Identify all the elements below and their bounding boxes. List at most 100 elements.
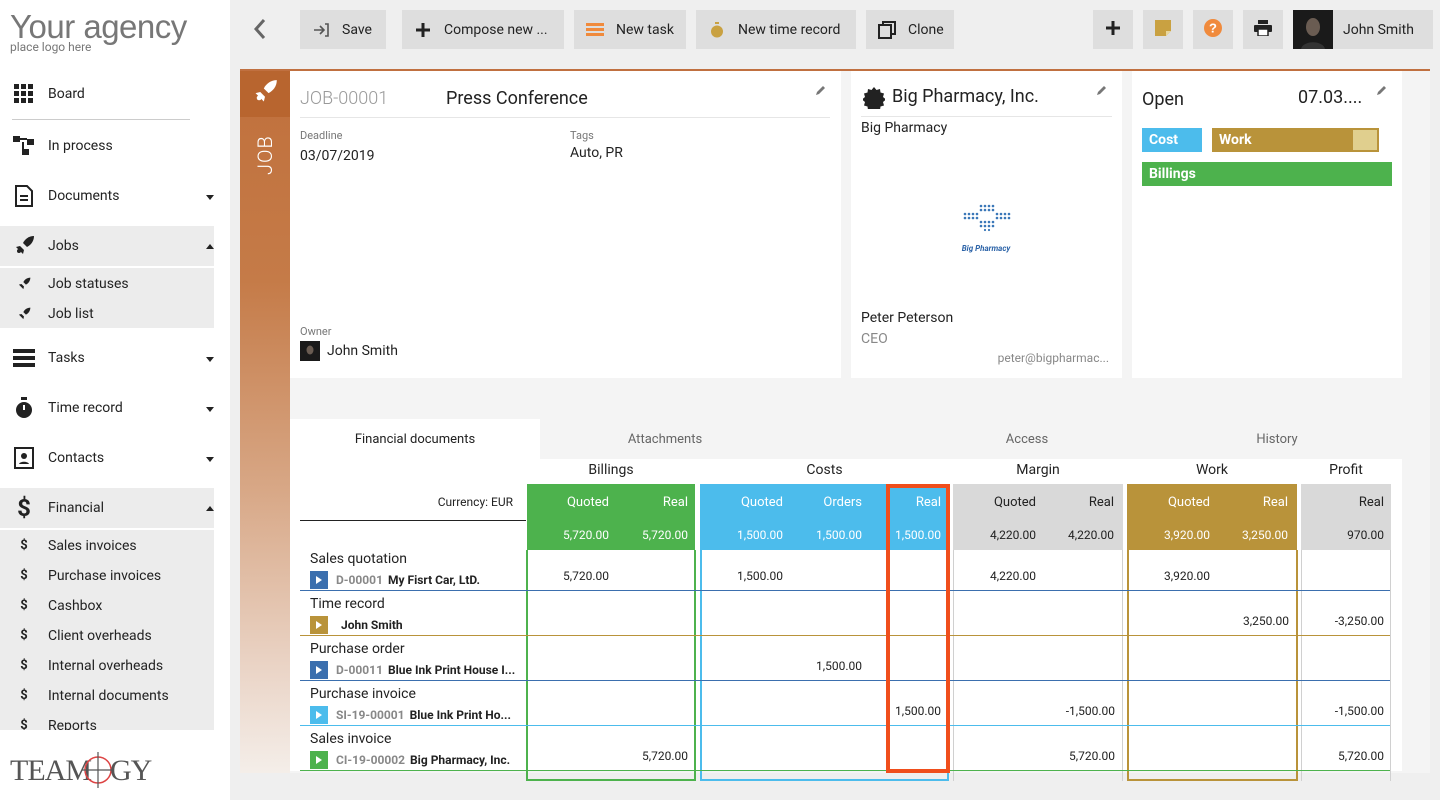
header-cell[interactable]: Quoted (740, 494, 783, 510)
header-cell[interactable]: Orders (823, 494, 862, 510)
new-time-record-button[interactable]: New time record (696, 10, 856, 49)
financial-submenu: $ Sales invoices $ Purchase invoices $ Cash… (0, 530, 214, 730)
logo-subtext: place logo here (10, 40, 92, 54)
client-name[interactable]: Big Pharmacy, Inc. (892, 86, 1039, 107)
nav-cashbox[interactable]: $ Cashbox (0, 591, 214, 621)
nav-label: Job list (48, 306, 94, 322)
dollar-icon: $ (20, 688, 28, 703)
nav-tasks[interactable]: Tasks (0, 338, 214, 378)
clone-button[interactable]: Clone (866, 10, 954, 49)
cost-bar[interactable]: Cost (1142, 128, 1202, 152)
nav-time-record[interactable]: Time record (0, 388, 214, 428)
header-cell[interactable]: Real (1358, 494, 1384, 510)
nav-label: Jobs (48, 238, 79, 254)
nav-documents[interactable]: Documents (0, 176, 214, 216)
edit-pencil-icon[interactable] (815, 84, 829, 98)
row-document-link[interactable]: D-00011 Blue Ink Print House I... (310, 661, 515, 679)
group-profit: Profit (1329, 462, 1363, 478)
header-profit: Real (1301, 484, 1391, 520)
svg-text:GY: GY (110, 754, 152, 787)
nav-jobs[interactable]: Jobs (0, 226, 214, 266)
contact-role: CEO (861, 331, 888, 347)
group-billings: Billings (588, 462, 634, 478)
nav-financial[interactable]: $ Financial (0, 488, 214, 528)
billings-bar[interactable]: Billings (1142, 162, 1392, 186)
divider (300, 117, 830, 118)
user-menu[interactable]: John Smith (1293, 10, 1433, 49)
dollar-icon: $ (20, 568, 28, 583)
printer-icon (1254, 19, 1272, 40)
tab-history[interactable]: History (1256, 431, 1298, 447)
owner-value[interactable]: John Smith (327, 343, 398, 359)
contact-email[interactable]: peter@bigpharmac... (997, 351, 1109, 365)
row-divider (300, 725, 1390, 726)
add-button[interactable] (1093, 10, 1133, 49)
button-label: New task (616, 21, 674, 38)
job-number: JOB-00001 (300, 88, 389, 109)
edit-pencil-icon[interactable] (1376, 84, 1390, 98)
row-document-link[interactable]: SI-19-00001 Blue Ink Print Ho... (310, 706, 511, 724)
contacts-icon (12, 446, 36, 470)
table-cell: 1,500.00 (895, 704, 941, 718)
play-icon (310, 571, 328, 589)
table-cell: 3,920.00 (1164, 569, 1210, 583)
job-card: JOB-00001 Press Conference Deadline 03/0… (290, 71, 841, 378)
header-cell[interactable]: Real (915, 494, 941, 510)
nav-client-overheads[interactable]: $ Client overheads (0, 621, 214, 651)
nav-board[interactable]: Board (0, 74, 214, 114)
row-document-link[interactable]: John Smith (310, 616, 403, 634)
header-cell[interactable]: Real (1262, 494, 1288, 510)
doc-name: Blue Ink Print Ho... (409, 708, 511, 722)
profit-column-outline (1301, 550, 1391, 781)
owner-avatar (300, 341, 320, 361)
back-chevron-icon[interactable] (250, 16, 270, 42)
tab-financial-documents[interactable]: Financial documents (290, 419, 540, 459)
header-cell[interactable]: Quoted (993, 494, 1036, 510)
save-button[interactable]: Save (300, 10, 386, 49)
new-task-button[interactable]: New task (574, 10, 686, 49)
nav-purchase-invoices[interactable]: $ Purchase invoices (0, 561, 214, 591)
tab-attachments[interactable]: Attachments (627, 431, 703, 447)
row-divider (300, 770, 1390, 771)
table-cell: 5,720.00 (642, 749, 688, 763)
row-divider (300, 635, 1390, 636)
nav-job-statuses[interactable]: Job statuses (0, 269, 214, 299)
edit-pencil-icon[interactable] (1096, 84, 1110, 98)
nav-label: Job statuses (48, 276, 129, 292)
sticky-note-button[interactable] (1143, 10, 1183, 49)
row-document-link[interactable]: D-00001 My Fisrt Car, LtD. (310, 571, 480, 589)
agency-logo[interactable]: Your agency place logo here (10, 10, 200, 60)
row-document-link[interactable]: CI-19-00002 Big Pharmacy, Inc. (310, 751, 510, 769)
header-cell[interactable]: Real (662, 494, 688, 510)
work-bar[interactable]: Work (1212, 128, 1379, 152)
nav-reports[interactable]: $ Reports (0, 711, 214, 730)
nav-internal-documents[interactable]: $ Internal documents (0, 681, 214, 711)
table-cell: -1,500.00 (1065, 704, 1115, 718)
nav-job-list[interactable]: Job list (0, 299, 214, 329)
work-column-outline (1127, 550, 1298, 781)
header-cell[interactable]: Real (1088, 494, 1114, 510)
compose-new-button[interactable]: Compose new ... (402, 10, 564, 49)
header-cell[interactable]: Quoted (1167, 494, 1210, 510)
row-divider (300, 590, 1390, 591)
tab-access[interactable]: Access (1005, 431, 1049, 447)
group-work: Work (1195, 462, 1229, 478)
rocket-icon (252, 79, 278, 109)
deadline-value[interactable]: 03/07/2019 (300, 148, 375, 164)
header-cell[interactable]: Quoted (566, 494, 609, 510)
stopwatch-icon (12, 396, 36, 420)
tags-value[interactable]: Auto, PR (570, 145, 623, 161)
status-state[interactable]: Open (1142, 89, 1184, 110)
print-button[interactable] (1243, 10, 1283, 49)
help-button[interactable]: ? (1193, 10, 1233, 49)
total-cell: 4,220.00 (1068, 528, 1114, 542)
nav-in-process[interactable]: In process (0, 126, 214, 166)
contact-name[interactable]: Peter Peterson (861, 310, 954, 326)
chevron-up-icon (206, 244, 214, 249)
nav-contacts[interactable]: Contacts (0, 438, 214, 478)
nav-internal-overheads[interactable]: $ Internal overheads (0, 651, 214, 681)
doc-name: Big Pharmacy, Inc. (410, 753, 511, 767)
play-icon (310, 751, 328, 769)
nav-sales-invoices[interactable]: $ Sales invoices (0, 531, 214, 561)
client-card: Big Pharmacy, Inc. Big Pharmacy Big Phar… (851, 71, 1122, 378)
